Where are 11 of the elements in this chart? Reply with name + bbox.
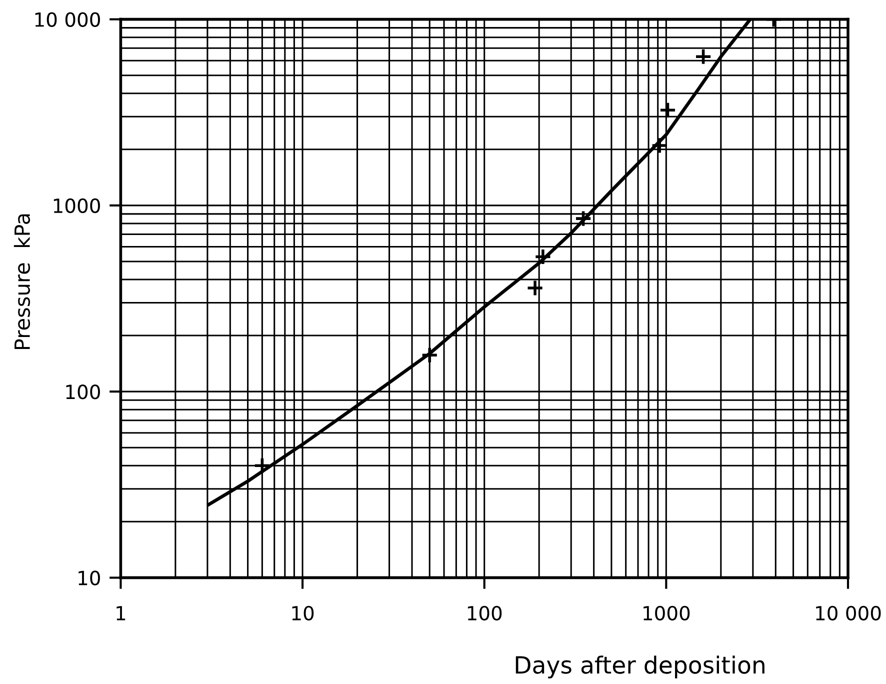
x-tick-label: 10 000 [816,606,881,621]
x-axis-title: Days after deposition [516,656,764,678]
y-tick-label: 10 000 [35,12,100,27]
x-tick-label: 100 [468,606,502,621]
y-axis-title: Pressure kPa [14,214,30,350]
x-tick-label: 1000 [644,606,690,621]
y-tick-label: 100 [66,384,100,400]
x-tick-label: 1 [116,606,126,620]
y-tick-label: 10 [78,570,100,586]
x-tick-label: 10 [292,606,314,621]
y-tick-label: 1000 [54,198,100,214]
